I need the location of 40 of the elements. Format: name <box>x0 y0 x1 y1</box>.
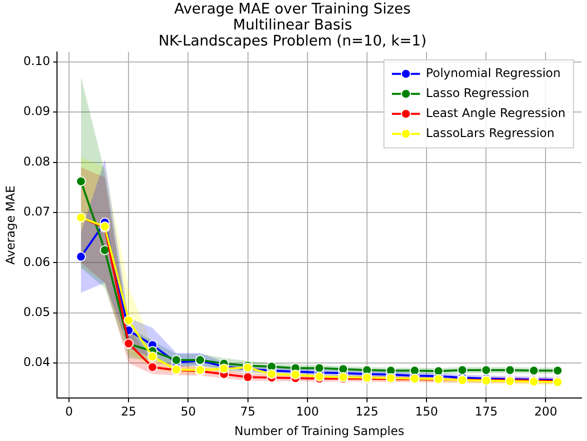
point <box>314 363 324 374</box>
y-tick-label: 0.09 <box>23 104 50 118</box>
y-tick-label: 0.10 <box>23 54 50 68</box>
x-tick-label: 0 <box>65 404 73 419</box>
point <box>433 366 444 376</box>
point <box>552 366 563 376</box>
x-tick-label: 25 <box>120 404 136 419</box>
point <box>147 362 158 372</box>
point <box>504 365 515 376</box>
x-tick-label: 50 <box>180 404 196 419</box>
y-tick-label: 0.04 <box>23 355 50 370</box>
point <box>76 252 86 262</box>
x-tick-label: 150 <box>415 404 438 419</box>
point <box>457 365 468 376</box>
x-tick-label: 175 <box>474 404 498 419</box>
legend-label: LassoLars Regression <box>426 126 554 140</box>
point <box>171 355 182 366</box>
y-tick-label: 0.08 <box>23 154 50 168</box>
point <box>76 176 86 186</box>
x-tick-label: 200 <box>534 404 558 419</box>
legend-label: Lasso Regression <box>426 86 530 100</box>
y-tick-label: 0.06 <box>23 254 50 269</box>
y-tick-label: 0.07 <box>23 204 50 219</box>
point <box>481 365 492 376</box>
x-tick-label: 100 <box>296 404 319 419</box>
x-tick-label: 125 <box>356 404 378 419</box>
x-axis-title: Number of Training Samples <box>234 424 404 438</box>
point <box>147 352 158 362</box>
y-tick-label: 0.05 <box>23 304 50 319</box>
y-axis-title: Average MAE <box>3 185 18 265</box>
point <box>528 366 539 376</box>
point <box>242 372 253 382</box>
x-tick-label: 75 <box>240 404 256 419</box>
chart-title: Average MAE over Training Sizes Multilinear Basis NK-Landscapes Problem (n=10, k=1) <box>158 2 427 50</box>
point <box>266 369 277 380</box>
point <box>124 315 134 326</box>
legend-label: Polynomial Regression <box>426 66 561 80</box>
point <box>290 370 300 380</box>
legend-label: Least Angle Regression <box>426 106 566 120</box>
point <box>100 245 110 256</box>
